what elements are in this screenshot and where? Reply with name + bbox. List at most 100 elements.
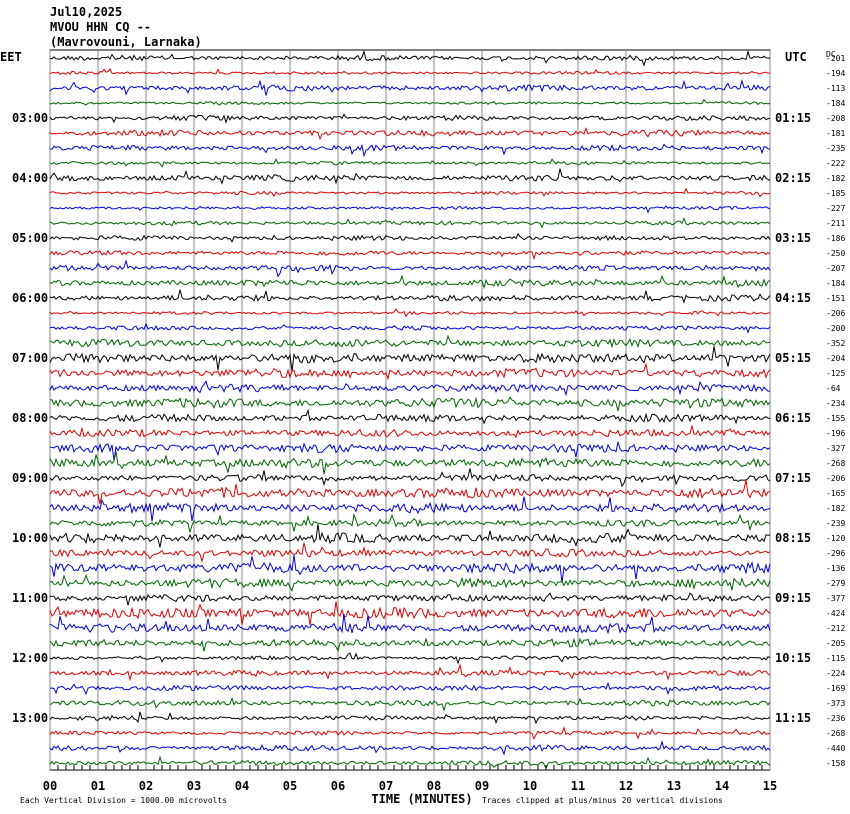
left-time-label: 05:00 bbox=[12, 231, 48, 245]
dc-offset: -64 bbox=[826, 384, 841, 393]
trace bbox=[49, 451, 771, 475]
dc-offset: -227 bbox=[826, 204, 845, 213]
dc-offset: -120 bbox=[826, 534, 845, 543]
trace bbox=[49, 496, 771, 522]
trace bbox=[49, 696, 771, 712]
left-time-label: 07:00 bbox=[12, 351, 48, 365]
trace bbox=[49, 408, 771, 425]
x-tick-label: 09 bbox=[475, 779, 489, 793]
dc-offset: -440 bbox=[826, 744, 845, 753]
dc-offset: -377 bbox=[826, 594, 845, 603]
trace bbox=[49, 755, 771, 771]
dc-offset: -186 bbox=[826, 234, 845, 243]
trace bbox=[49, 613, 771, 635]
dc-offset: -184 bbox=[826, 99, 845, 108]
dc-offset: -184 bbox=[826, 279, 845, 288]
trace bbox=[49, 249, 771, 261]
trace bbox=[49, 49, 771, 67]
dc-offset: -236 bbox=[826, 714, 845, 723]
trace bbox=[49, 380, 771, 397]
dc-offset: -279 bbox=[826, 579, 845, 588]
right-time-label: 07:15 bbox=[775, 471, 811, 485]
dc-offset: -327 bbox=[826, 444, 845, 453]
dc-offset: -115 bbox=[826, 654, 845, 663]
trace bbox=[49, 479, 771, 505]
x-tick-label: 13 bbox=[667, 779, 681, 793]
dc-offset: -373 bbox=[826, 699, 845, 708]
trace bbox=[49, 441, 771, 461]
right-time-label: 10:15 bbox=[775, 651, 811, 665]
left-time-label: 04:00 bbox=[12, 171, 48, 185]
trace bbox=[49, 740, 771, 756]
right-time-label: 11:15 bbox=[775, 711, 811, 725]
x-tick-label: 04 bbox=[235, 779, 249, 793]
dc-offset: -165 bbox=[826, 489, 845, 498]
left-time-label: 13:00 bbox=[12, 711, 48, 725]
trace bbox=[49, 322, 771, 334]
trace bbox=[49, 334, 771, 349]
dc-offset: -136 bbox=[826, 564, 845, 573]
right-time-label: 04:15 bbox=[775, 291, 811, 305]
dc-offset: -208 bbox=[826, 114, 845, 123]
footer-left: Each Vertical Division = 1000.00 microvo… bbox=[20, 796, 227, 805]
trace bbox=[49, 168, 771, 185]
trace bbox=[49, 601, 771, 626]
dc-offset: -212 bbox=[826, 624, 845, 633]
dc-offset: -206 bbox=[826, 474, 845, 483]
dc-offset: -235 bbox=[826, 144, 845, 153]
trace bbox=[49, 726, 771, 741]
trace bbox=[49, 143, 771, 158]
trace bbox=[49, 217, 771, 229]
dc-offset: -224 bbox=[826, 669, 845, 678]
dc-offset: -185 bbox=[826, 189, 845, 198]
dc-offset: -268 bbox=[826, 729, 845, 738]
station: MVOU HHN CQ -- bbox=[50, 20, 151, 34]
trace bbox=[49, 289, 771, 304]
right-time-label: 01:15 bbox=[775, 111, 811, 125]
x-tick-label: 01 bbox=[91, 779, 105, 793]
trace bbox=[49, 542, 771, 564]
left-time-label: 12:00 bbox=[12, 651, 48, 665]
dc-title: DC bbox=[826, 50, 836, 59]
dc-offset: -182 bbox=[826, 174, 845, 183]
left-time-label: 09:00 bbox=[12, 471, 48, 485]
trace bbox=[49, 663, 771, 682]
trace bbox=[49, 681, 771, 696]
dc-offset: -352 bbox=[826, 339, 845, 348]
trace bbox=[49, 127, 771, 141]
dc-offset: -296 bbox=[826, 549, 845, 558]
trace bbox=[49, 468, 771, 488]
trace bbox=[49, 259, 771, 278]
x-tick-label: 08 bbox=[427, 779, 441, 793]
footer-right: Traces clipped at plus/minus 20 vertical… bbox=[482, 796, 723, 805]
trace bbox=[49, 637, 771, 653]
trace bbox=[50, 98, 771, 106]
left-title: EET bbox=[0, 50, 22, 64]
right-time-label: 06:15 bbox=[775, 411, 811, 425]
trace bbox=[49, 652, 771, 665]
dc-offset: -211 bbox=[826, 219, 845, 228]
x-tick-label: 02 bbox=[139, 779, 153, 793]
trace bbox=[49, 573, 771, 592]
x-tick-label: 00 bbox=[43, 779, 57, 793]
x-tick-label: 11 bbox=[571, 779, 585, 793]
dc-offset: -158 bbox=[826, 759, 845, 768]
location: (Mavrovouni, Larnaka) bbox=[50, 35, 202, 49]
trace bbox=[49, 158, 771, 168]
plot-frame bbox=[49, 49, 771, 771]
x-tick-label: 03 bbox=[187, 779, 201, 793]
dc-offset: -155 bbox=[826, 414, 845, 423]
x-tick-label: 15 bbox=[763, 779, 777, 793]
x-tick-label: 10 bbox=[523, 779, 537, 793]
x-tick-label: 06 bbox=[331, 779, 345, 793]
dc-offset: -125 bbox=[826, 369, 845, 378]
trace bbox=[49, 554, 771, 583]
right-title: UTC bbox=[785, 50, 807, 64]
dc-offset: -113 bbox=[826, 84, 845, 93]
date: Jul10,2025 bbox=[50, 5, 122, 19]
x-tick-label: 05 bbox=[283, 779, 297, 793]
trace bbox=[49, 524, 771, 548]
dc-offset: -194 bbox=[826, 69, 845, 78]
dc-offset: -250 bbox=[826, 249, 845, 258]
dc-offset: -207 bbox=[826, 264, 845, 273]
